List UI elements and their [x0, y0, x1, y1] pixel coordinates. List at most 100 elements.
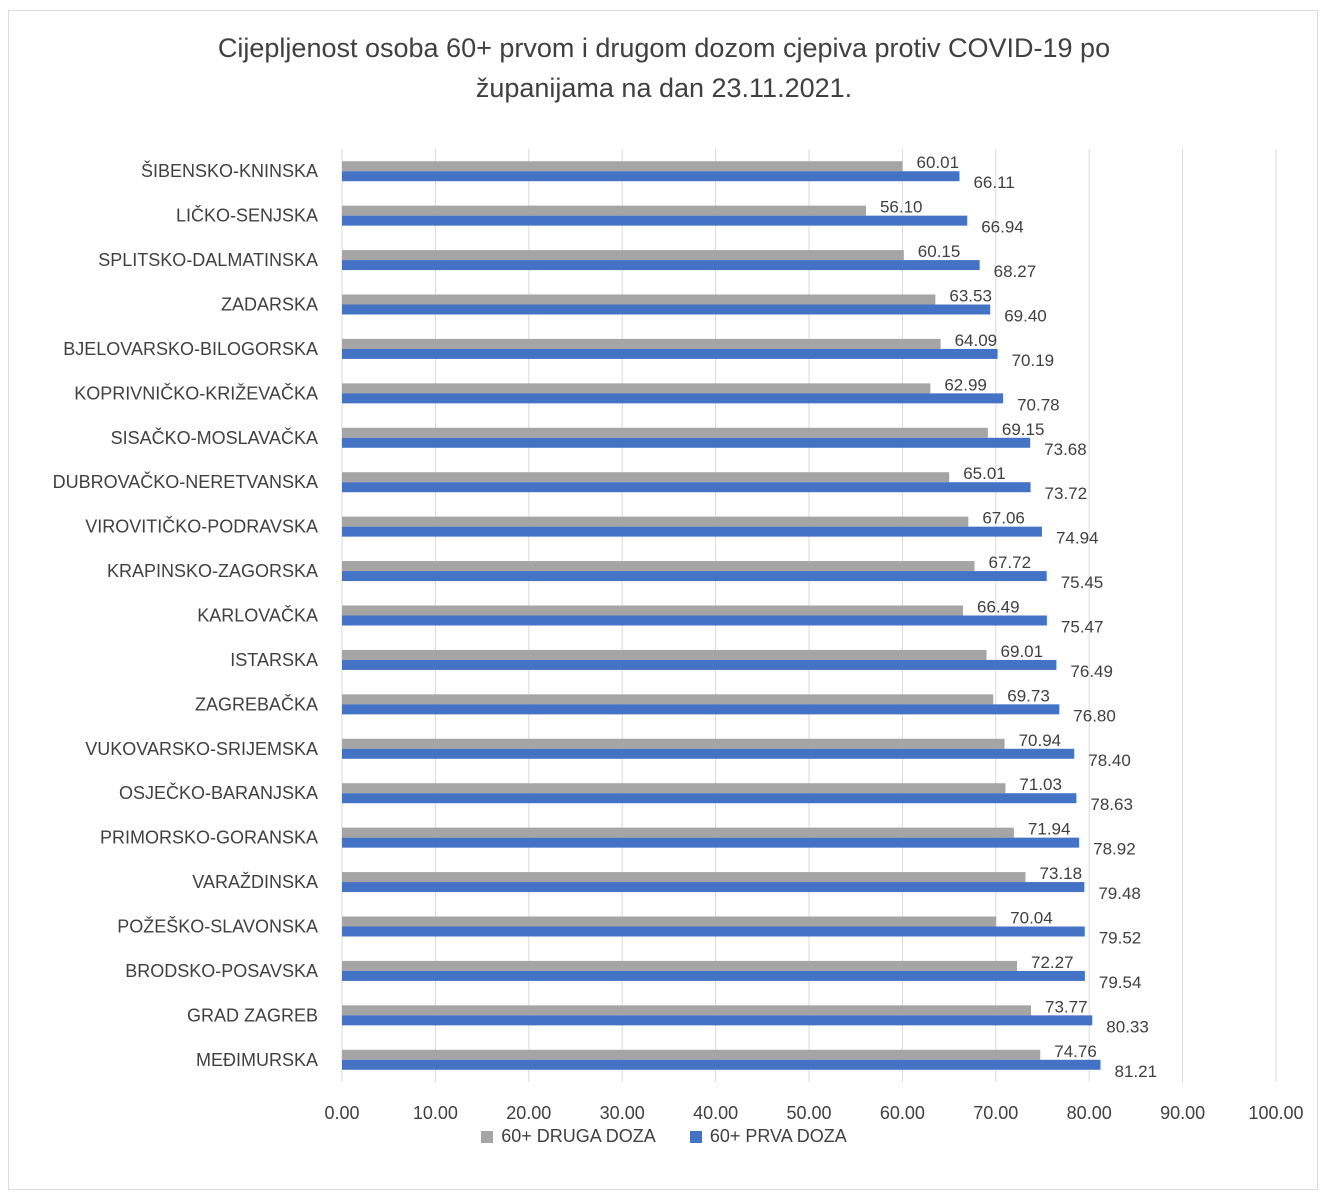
y-category-label: DUBROVAČKO-NERETVANSKA: [53, 471, 318, 492]
bar-prva-doza: [342, 926, 1085, 937]
data-label-prva-doza: 78.63: [1090, 795, 1133, 814]
bar-prva-doza: [342, 793, 1077, 804]
x-tick-label: 10.00: [413, 1103, 458, 1123]
data-label-prva-doza: 75.47: [1061, 618, 1104, 637]
y-category-label: GRAD ZAGREB: [187, 1005, 318, 1025]
bar-druga-doza: [342, 383, 931, 394]
y-category-label: SPLITSKO-DALMATINSKA: [98, 250, 318, 270]
data-label-druga-doza: 65.01: [963, 464, 1006, 483]
bar-prva-doza: [342, 1015, 1093, 1026]
bar-druga-doza: [342, 561, 975, 572]
bar-druga-doza: [342, 649, 987, 660]
data-label-druga-doza: 67.06: [982, 509, 1025, 528]
bar-druga-doza: [342, 960, 1018, 971]
data-label-prva-doza: 76.80: [1073, 706, 1116, 725]
bar-prva-doza: [342, 748, 1075, 759]
bar-prva-doza: [342, 882, 1085, 893]
data-label-prva-doza: 70.19: [1012, 351, 1055, 370]
bar-prva-doza: [342, 215, 968, 226]
legend-swatch-druga-doza: [481, 1130, 494, 1143]
bar-prva-doza: [342, 260, 980, 271]
legend-swatch-prva-doza: [689, 1130, 702, 1143]
data-label-prva-doza: 81.21: [1115, 1062, 1158, 1081]
bar-druga-doza: [342, 605, 964, 616]
legend-label-prva-doza: 60+ PRVA DOZA: [709, 1126, 847, 1146]
data-label-druga-doza: 63.53: [949, 287, 992, 306]
y-category-label: ŠIBENSKO-KNINSKA: [141, 160, 318, 181]
data-label-druga-doza: 69.73: [1007, 686, 1050, 705]
data-label-druga-doza: 66.49: [977, 598, 1020, 617]
data-label-druga-doza: 64.09: [955, 331, 998, 350]
bar-druga-doza: [342, 205, 866, 216]
data-label-prva-doza: 79.48: [1098, 884, 1141, 903]
y-category-label: ZADARSKA: [221, 295, 318, 315]
y-category-label: BRODSKO-POSAVSKA: [125, 961, 318, 981]
y-category-label: KRAPINSKO-ZAGORSKA: [107, 561, 318, 581]
bar-druga-doza: [342, 294, 936, 305]
data-label-druga-doza: 69.15: [1002, 420, 1045, 439]
legend: 60+ DRUGA DOZA 60+ PRVA DOZA: [0, 1126, 1328, 1147]
x-tick-label: 20.00: [506, 1103, 551, 1123]
y-category-label: MEĐIMURSKA: [196, 1050, 318, 1070]
bar-prva-doza: [342, 571, 1047, 582]
x-tick-label: 40.00: [693, 1103, 738, 1123]
y-category-label: VARAŽDINSKA: [192, 872, 318, 892]
chart-title: Cijepljenost osoba 60+ prvom i drugom do…: [217, 33, 1111, 103]
bar-prva-doza: [342, 526, 1042, 537]
data-label-prva-doza: 66.11: [973, 173, 1014, 192]
y-category-label: VIROVITIČKO-PODRAVSKA: [85, 516, 318, 537]
bar-druga-doza: [342, 250, 904, 261]
bar-druga-doza: [342, 1005, 1032, 1016]
bar-prva-doza: [342, 304, 991, 315]
data-label-druga-doza: 60.15: [918, 242, 961, 261]
y-category-label: VUKOVARSKO-SRIJEMSKA: [85, 739, 318, 759]
data-label-prva-doza: 69.40: [1004, 307, 1047, 326]
data-label-prva-doza: 66.94: [981, 218, 1024, 237]
data-label-druga-doza: 62.99: [944, 375, 987, 394]
data-label-prva-doza: 73.68: [1044, 440, 1087, 459]
y-category-label: KARLOVAČKA: [197, 605, 318, 626]
y-category-label: SISAČKO-MOSLAVAČKA: [111, 427, 318, 448]
y-category-label: OSJEČKO-BARANJSKA: [119, 782, 318, 803]
data-label-druga-doza: 73.77: [1045, 997, 1088, 1016]
data-label-druga-doza: 71.03: [1019, 775, 1062, 794]
bar-prva-doza: [342, 1059, 1101, 1070]
bar-prva-doza: [342, 393, 1004, 404]
data-label-druga-doza: 72.27: [1031, 953, 1074, 972]
data-label-prva-doza: 73.72: [1045, 484, 1088, 503]
bar-druga-doza: [342, 738, 1005, 749]
bar-druga-doza: [342, 872, 1026, 883]
bar-prva-doza: [342, 704, 1060, 715]
bar-prva-doza: [342, 171, 960, 182]
bar-druga-doza: [342, 694, 994, 705]
x-tick-label: 0.00: [324, 1103, 359, 1123]
data-label-druga-doza: 71.94: [1028, 820, 1071, 839]
bar-prva-doza: [342, 437, 1031, 448]
y-category-label: KOPRIVNIČKO-KRIŽEVAČKA: [74, 382, 318, 403]
x-tick-label: 60.00: [880, 1103, 925, 1123]
legend-item-druga-doza: 60+ DRUGA DOZA: [481, 1126, 656, 1147]
bar-prva-doza: [342, 482, 1031, 493]
data-label-prva-doza: 79.54: [1099, 973, 1142, 992]
y-category-label: ISTARSKA: [230, 650, 318, 670]
y-category-label: LIČKO-SENJSKA: [176, 205, 318, 226]
bar-druga-doza: [342, 783, 1006, 794]
bar-druga-doza: [342, 427, 988, 438]
data-label-prva-doza: 70.78: [1017, 395, 1060, 414]
y-category-label: POŽEŠKO-SLAVONSKA: [117, 916, 318, 937]
bar-druga-doza: [342, 472, 950, 483]
bar-prva-doza: [342, 348, 998, 359]
data-label-prva-doza: 79.52: [1099, 929, 1142, 948]
bar-druga-doza: [342, 161, 903, 172]
bar-prva-doza: [342, 970, 1085, 981]
bar-druga-doza: [342, 827, 1014, 838]
x-tick-label: 70.00: [973, 1103, 1018, 1123]
x-tick-label: 50.00: [786, 1103, 831, 1123]
x-tick-label: 90.00: [1160, 1103, 1205, 1123]
y-category-label: ZAGREBAČKA: [195, 693, 318, 714]
legend-label-druga-doza: 60+ DRUGA DOZA: [501, 1126, 656, 1146]
bar-druga-doza: [342, 516, 969, 527]
data-label-prva-doza: 76.49: [1070, 662, 1113, 681]
legend-item-prva-doza: 60+ PRVA DOZA: [689, 1126, 847, 1147]
